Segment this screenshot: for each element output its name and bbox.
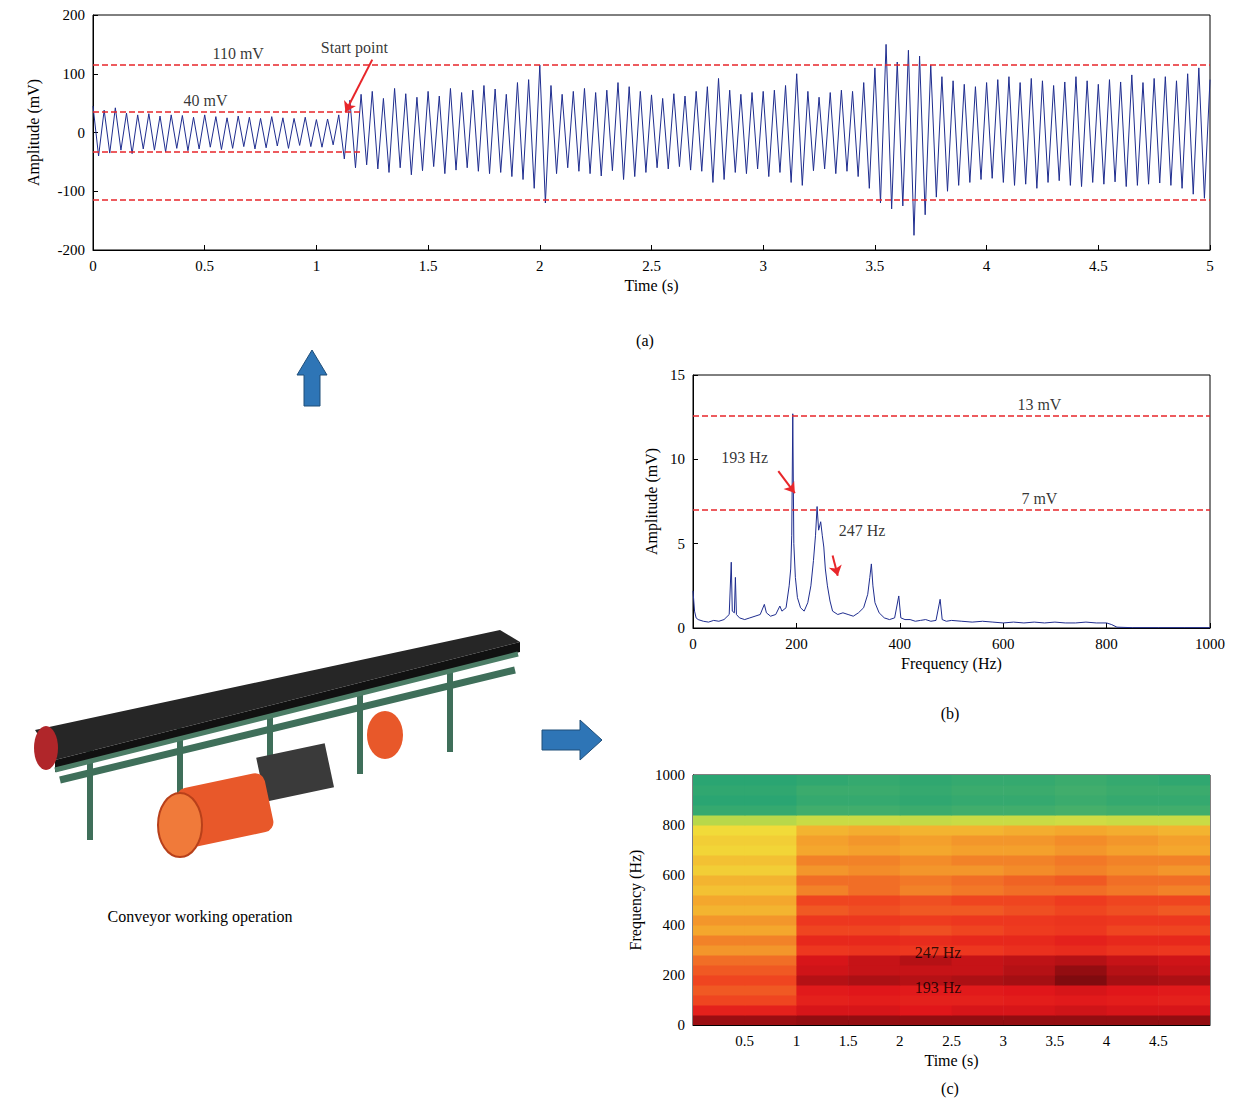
svg-text:4: 4 <box>983 258 991 274</box>
svg-text:400: 400 <box>889 636 912 652</box>
svg-text:5: 5 <box>1206 258 1214 274</box>
svg-text:2.5: 2.5 <box>642 258 661 274</box>
html-text:(c): (c) <box>941 1080 959 1097</box>
svg-text:400: 400 <box>663 917 686 933</box>
svg-text:193 Hz: 193 Hz <box>915 979 962 996</box>
svg-text:0: 0 <box>78 125 86 141</box>
svg-text:10: 10 <box>670 451 685 467</box>
svg-text:1: 1 <box>313 258 321 274</box>
svg-text:3.5: 3.5 <box>866 258 885 274</box>
svg-text:600: 600 <box>663 867 686 883</box>
svg-text:3: 3 <box>759 258 767 274</box>
svg-text:Start point: Start point <box>321 39 389 57</box>
svg-text:2: 2 <box>896 1033 904 1049</box>
svg-text:7 mV: 7 mV <box>1021 490 1057 507</box>
svg-text:15: 15 <box>670 367 685 383</box>
svg-text:0: 0 <box>678 620 686 636</box>
svg-text:800: 800 <box>1095 636 1118 652</box>
svg-text:247 Hz: 247 Hz <box>839 522 886 539</box>
svg-text:1.5: 1.5 <box>839 1033 858 1049</box>
svg-text:1: 1 <box>793 1033 801 1049</box>
svg-text:0.5: 0.5 <box>195 258 214 274</box>
svg-text:2: 2 <box>536 258 544 274</box>
svg-text:Time (s): Time (s) <box>624 277 678 295</box>
svg-text:247 Hz: 247 Hz <box>915 944 962 961</box>
svg-text:800: 800 <box>663 817 686 833</box>
svg-text:0: 0 <box>89 258 97 274</box>
html-text:Conveyor working operation: Conveyor working operation <box>107 908 293 925</box>
svg-text:600: 600 <box>992 636 1015 652</box>
svg-text:200: 200 <box>785 636 808 652</box>
svg-text:4: 4 <box>1103 1033 1111 1049</box>
svg-text:Amplitude (mV): Amplitude (mV) <box>25 79 43 186</box>
svg-text:100: 100 <box>63 66 86 82</box>
svg-text:13 mV: 13 mV <box>1017 396 1061 413</box>
html-text:(a): (a) <box>636 332 654 349</box>
svg-text:4.5: 4.5 <box>1149 1033 1168 1049</box>
svg-text:200: 200 <box>63 7 86 23</box>
svg-text:40 mV: 40 mV <box>184 92 228 109</box>
svg-text:Amplitude (mV): Amplitude (mV) <box>643 448 661 555</box>
svg-text:-100: -100 <box>58 183 86 199</box>
html-text:(b): (b) <box>940 705 960 722</box>
svg-text:0: 0 <box>689 636 697 652</box>
svg-text:Frequency (Hz): Frequency (Hz) <box>901 655 1002 673</box>
svg-text:4.5: 4.5 <box>1089 258 1108 274</box>
svg-text:1000: 1000 <box>655 767 685 783</box>
svg-text:Time (s): Time (s) <box>924 1052 978 1070</box>
svg-text:5: 5 <box>678 536 686 552</box>
svg-text:110 mV: 110 mV <box>213 45 265 62</box>
svg-text:1.5: 1.5 <box>419 258 438 274</box>
svg-text:2.5: 2.5 <box>942 1033 961 1049</box>
svg-text:200: 200 <box>663 967 686 983</box>
svg-text:1000: 1000 <box>1195 636 1225 652</box>
svg-text:0: 0 <box>678 1017 686 1033</box>
svg-text:193 Hz: 193 Hz <box>721 449 768 466</box>
svg-text:-200: -200 <box>58 242 86 258</box>
svg-text:0.5: 0.5 <box>735 1033 754 1049</box>
svg-text:3.5: 3.5 <box>1046 1033 1065 1049</box>
svg-text:Frequency (Hz): Frequency (Hz) <box>627 850 645 951</box>
svg-text:3: 3 <box>999 1033 1007 1049</box>
